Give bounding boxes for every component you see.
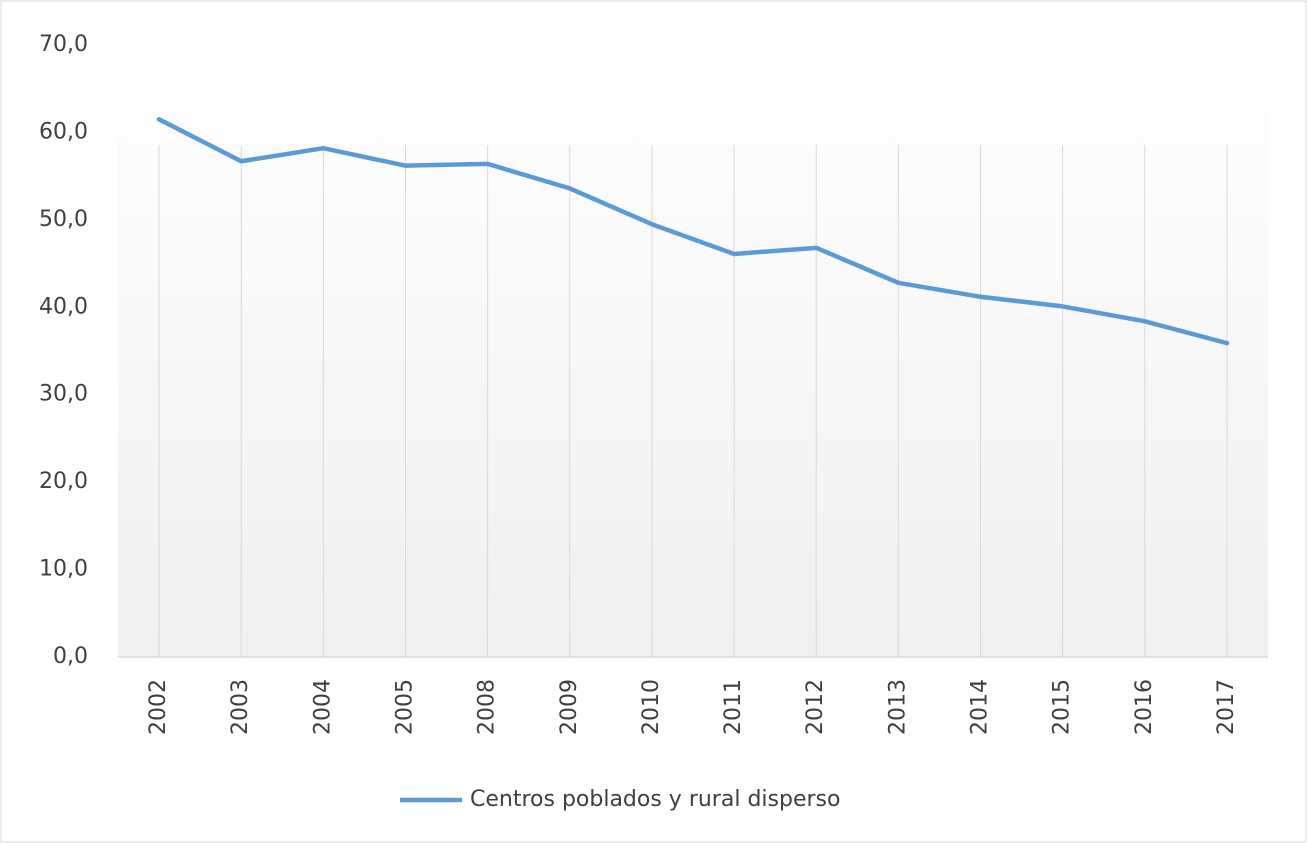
y-tick-label: 10,0 xyxy=(39,557,88,582)
x-tick-label: 2012 xyxy=(803,679,828,735)
x-tick-label: 2016 xyxy=(1132,679,1157,735)
series-line xyxy=(156,117,1230,346)
y-tick-label: 70,0 xyxy=(39,32,88,57)
x-tick-label: 2014 xyxy=(968,679,993,735)
plot-area xyxy=(118,45,1268,657)
x-tick-label: 2011 xyxy=(721,679,746,735)
legend-label: Centros poblados y rural disperso xyxy=(470,787,840,812)
x-tick-label: 2015 xyxy=(1050,679,1075,735)
x-tick-label: 2008 xyxy=(475,679,500,735)
x-tick-label: 2013 xyxy=(885,679,910,735)
x-tick-label: 2017 xyxy=(1214,679,1239,735)
y-tick-label: 30,0 xyxy=(39,382,88,407)
x-tick-label: 2009 xyxy=(557,679,582,735)
x-tick-label: 2005 xyxy=(393,679,418,735)
y-tick-label: 40,0 xyxy=(39,294,88,319)
x-tick-label: 2002 xyxy=(146,679,171,735)
y-tick-label: 60,0 xyxy=(39,119,88,144)
x-tick-label: 2004 xyxy=(310,679,335,735)
y-tick-label: 0,0 xyxy=(53,644,88,669)
y-tick-label: 20,0 xyxy=(39,469,88,494)
x-tick-label: 2010 xyxy=(639,679,664,735)
y-tick-label: 50,0 xyxy=(39,207,88,232)
x-tick-label: 2003 xyxy=(228,679,253,735)
